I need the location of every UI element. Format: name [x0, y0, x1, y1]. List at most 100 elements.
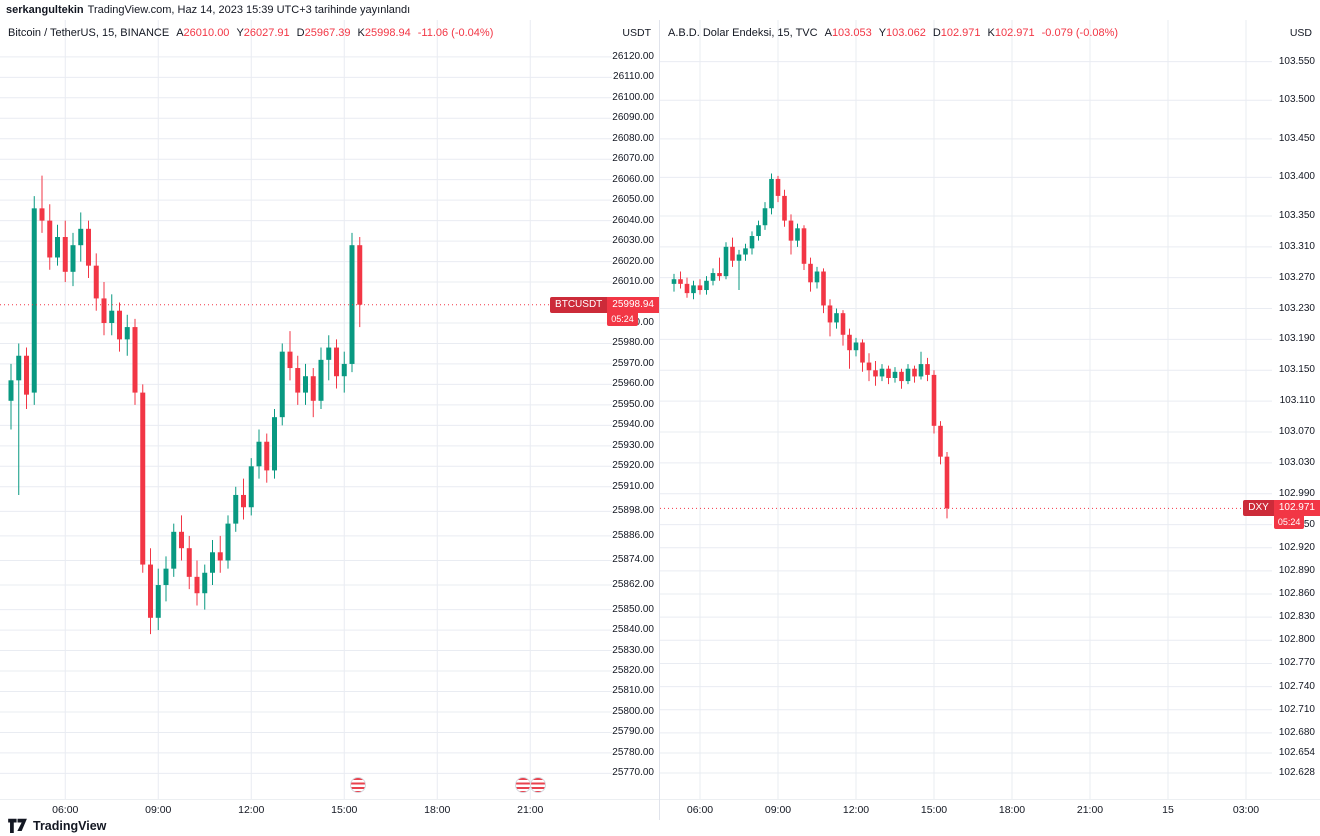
candle [148, 548, 153, 635]
dxy-price-axis[interactable]: USD DXY 102.971 05:24 103.550 103.500 103.… [1243, 20, 1320, 800]
price-axis-label: 25940.00 [612, 419, 654, 431]
candle [743, 243, 748, 261]
candle [233, 486, 239, 532]
grid-lines [0, 20, 612, 800]
candle [140, 384, 146, 573]
price-axis-label: 25830.00 [612, 644, 654, 656]
btc-last-price-tag: BTCUSDT 25998.94 05:24 [550, 296, 659, 326]
price-axis-label: 26050.00 [612, 194, 654, 206]
candle [717, 257, 722, 281]
price-axis-label: 103.310 [1278, 240, 1315, 252]
price-axis-label: 26010.00 [612, 276, 654, 288]
candle [272, 408, 277, 479]
candle [847, 328, 852, 369]
candle [310, 368, 316, 418]
dxy-time-axis[interactable]: 06:00 09:00 12:00 15:00 18:00 21:00 15 03:00 [660, 799, 1320, 820]
candle [905, 364, 911, 385]
candle [264, 433, 270, 483]
chart-pane-btcusdt: Bitcoin / TetherUS, 15, BINANCE A26010.0… [0, 20, 660, 820]
dxy-chart-canvas[interactable] [660, 20, 1272, 800]
price-axis-label: 26090.00 [612, 112, 654, 124]
price-axis-label: 25840.00 [612, 624, 654, 636]
candle [827, 299, 833, 337]
time-axis-label: 15:00 [331, 804, 358, 816]
candle [853, 337, 859, 357]
candle [671, 273, 677, 292]
price-axis-label: 25850.00 [612, 603, 654, 615]
candle [318, 347, 324, 409]
candle [931, 370, 937, 434]
price-axis-label: 103.450 [1278, 132, 1315, 144]
candle [860, 339, 865, 372]
candle [171, 523, 177, 577]
price-axis-label: 26080.00 [612, 132, 654, 144]
bar-countdown: 05:24 [1273, 516, 1305, 530]
candle [697, 279, 703, 295]
dxy-legend: A.B.D. Dolar Endeksi, 15, TVC A103.053 Y… [668, 27, 1118, 39]
price-axis-label: 26120.00 [612, 50, 654, 62]
price-axis-label: 103.500 [1278, 94, 1315, 106]
time-axis-label: 18:00 [424, 804, 451, 816]
price-axis-label: 25820.00 [612, 665, 654, 677]
candle [62, 220, 68, 283]
btc-price-axis[interactable]: USDT BTCUSDT 25998.94 05:24 26120.00 2611… [550, 20, 659, 800]
price-axis-currency: USD [1289, 27, 1312, 39]
btc-time-axis[interactable]: 06:00 09:00 12:00 15:00 18:00 21:00 [0, 799, 659, 820]
dxy-plot-area[interactable]: A.B.D. Dolar Endeksi, 15, TVC A103.053 Y… [660, 20, 1272, 800]
price-axis-label: 25780.00 [612, 746, 654, 758]
candle [186, 535, 192, 590]
ohlc-close: K25998.94 [357, 27, 411, 39]
grid-lines [660, 20, 1272, 800]
candle [808, 257, 813, 292]
candle [8, 363, 14, 430]
tradingview-logo-icon [8, 818, 27, 833]
candle [93, 253, 99, 311]
price-axis-label: 25950.00 [612, 398, 654, 410]
price-axis-label: 103.400 [1278, 171, 1315, 183]
price-axis-label: 102.990 [1278, 487, 1315, 499]
candle [938, 421, 943, 465]
price-axis-label: 103.070 [1278, 425, 1315, 437]
price-axis-label: 26040.00 [612, 214, 654, 226]
candle [334, 339, 339, 389]
btc-plot-area[interactable]: Bitcoin / TetherUS, 15, BINANCE A26010.0… [0, 20, 612, 800]
btc-legend: Bitcoin / TetherUS, 15, BINANCE A26010.0… [8, 27, 493, 39]
candle [295, 355, 301, 405]
candle [730, 237, 735, 267]
candle [918, 351, 924, 380]
price-axis-label: 103.350 [1278, 209, 1315, 221]
candle [723, 242, 729, 280]
candle [886, 365, 891, 385]
ohlc-open: A26010.00 [176, 27, 230, 39]
candle [109, 294, 115, 336]
price-axis-label: 103.030 [1278, 456, 1315, 468]
candle [202, 564, 208, 610]
candle [55, 224, 60, 266]
tradingview-footer[interactable]: TradingView [8, 818, 106, 833]
price-axis-label: 25898.00 [612, 505, 654, 517]
price-axis-label: 25910.00 [612, 480, 654, 492]
time-axis-label: 03:00 [1232, 804, 1260, 816]
price-axis-label: 102.628 [1278, 766, 1315, 778]
candle [16, 343, 22, 495]
candle [873, 361, 878, 386]
price-axis-currency: USDT [622, 27, 651, 39]
candle [736, 249, 742, 291]
time-axis-label: 12:00 [842, 804, 870, 816]
price-tag-value: 25998.94 [607, 296, 659, 313]
candle [749, 231, 755, 255]
charts-row: Bitcoin / TetherUS, 15, BINANCE A26010.0… [0, 20, 1320, 820]
price-axis-label: 102.654 [1278, 746, 1315, 758]
candle [782, 189, 787, 227]
candle [47, 204, 53, 270]
price-axis-label: 25790.00 [612, 726, 654, 738]
price-axis-label: 103.150 [1278, 364, 1315, 376]
btc-chart-canvas[interactable] [0, 20, 612, 800]
candle [801, 225, 807, 270]
time-axis-label: 21:00 [517, 804, 544, 816]
candle [840, 310, 846, 346]
candle [821, 268, 826, 314]
price-tag-value: 102.971 [1273, 500, 1320, 517]
candle [684, 277, 690, 298]
candle [210, 540, 215, 586]
